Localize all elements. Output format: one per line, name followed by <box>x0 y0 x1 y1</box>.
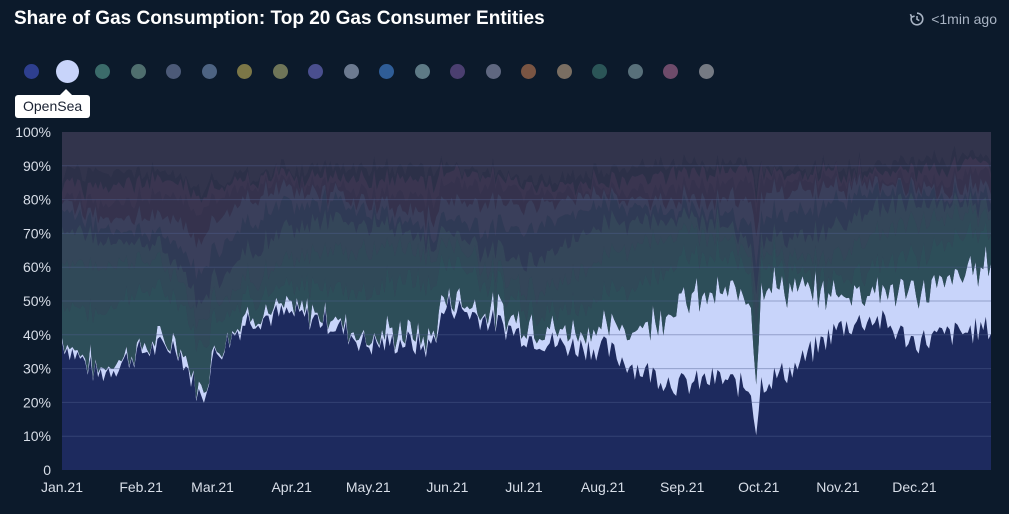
y-tick-label: 50% <box>23 293 51 309</box>
x-tick-label: Jan.21 <box>41 479 83 495</box>
area-series-band-2 <box>62 202 991 352</box>
last-updated[interactable]: <1min ago <box>909 11 997 27</box>
x-tick-label: Sep.21 <box>660 479 705 495</box>
area-series-opensea <box>62 245 991 436</box>
legend-dot-10[interactable] <box>343 64 359 79</box>
legend-dot-18[interactable] <box>627 64 643 79</box>
legend-dot-19[interactable] <box>663 64 678 79</box>
area-series-band-6 <box>62 164 991 248</box>
y-tick-label: 10% <box>23 428 51 444</box>
legend-dot-14[interactable] <box>485 64 501 79</box>
y-tick-label: 70% <box>23 225 51 241</box>
y-tick-label: 30% <box>23 361 51 377</box>
last-updated-text: <1min ago <box>931 11 997 27</box>
legend-dot-8[interactable] <box>272 64 288 79</box>
x-tick-label: Nov.21 <box>816 479 860 495</box>
legend-dot-9[interactable] <box>308 64 323 79</box>
legend-dot-17[interactable] <box>592 64 607 79</box>
x-tick-label: Oct.21 <box>738 479 779 495</box>
x-tick-label: Feb.21 <box>119 479 163 495</box>
area-series-base <box>62 294 991 470</box>
series-legend <box>24 60 734 83</box>
legend-dot-5[interactable] <box>166 64 181 79</box>
x-tick-label: Mar.21 <box>191 479 234 495</box>
legend-dot-16[interactable] <box>556 64 572 79</box>
legend-dot-3[interactable] <box>95 64 110 79</box>
x-tick-label: Dec.21 <box>892 479 937 495</box>
x-tick-label: Jun.21 <box>426 479 468 495</box>
area-series-band-9 <box>62 132 991 198</box>
area-series-band-5 <box>62 172 991 280</box>
y-tick-label: 80% <box>23 192 51 208</box>
legend-dot-20[interactable] <box>698 64 714 79</box>
legend-dot-2[interactable] <box>55 60 79 83</box>
legend-dot-4[interactable] <box>130 64 146 79</box>
legend-dot-11[interactable] <box>379 64 394 79</box>
y-tick-label: 90% <box>23 158 51 174</box>
area-series-band-4 <box>62 178 991 309</box>
x-tick-label: Apr.21 <box>271 479 312 495</box>
x-tick-label: May.21 <box>346 479 391 495</box>
legend-dot-13[interactable] <box>450 64 465 79</box>
refresh-clock-icon <box>909 11 925 27</box>
legend-dot-6[interactable] <box>201 64 217 79</box>
chart-title: Share of Gas Consumption: Top 20 Gas Con… <box>14 8 545 29</box>
y-tick-label: 40% <box>23 327 51 343</box>
x-tick-label: Jul.21 <box>505 479 543 495</box>
y-tick-label: 100% <box>15 124 51 140</box>
y-tick-label: 20% <box>23 394 51 410</box>
y-tick-label: 0 <box>43 462 51 478</box>
legend-dot-7[interactable] <box>237 64 252 79</box>
area-series-band-3 <box>62 190 991 330</box>
y-tick-label: 60% <box>23 259 51 275</box>
x-tick-label: Aug.21 <box>581 479 626 495</box>
legend-dot-12[interactable] <box>414 64 430 79</box>
legend-dot-15[interactable] <box>521 64 536 79</box>
legend-tooltip: OpenSea <box>15 89 91 118</box>
area-series-band-7 <box>62 155 991 216</box>
legend-dot-1[interactable] <box>24 64 39 79</box>
